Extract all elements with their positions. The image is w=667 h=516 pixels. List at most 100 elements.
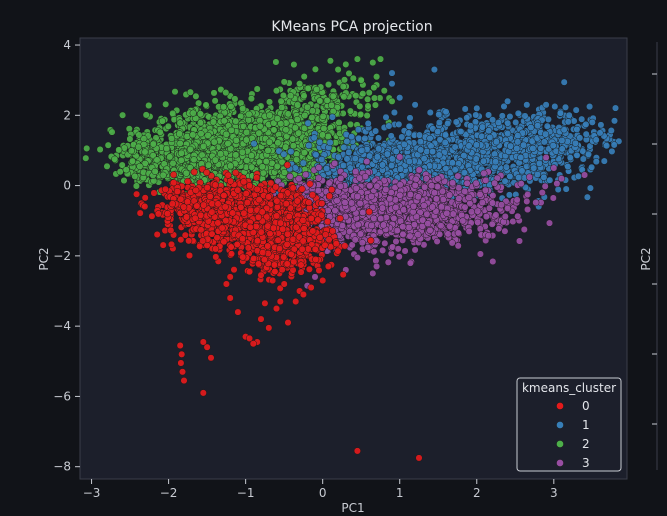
- data-point: [346, 120, 355, 128]
- data-point: [608, 147, 616, 155]
- data-point: [243, 128, 251, 136]
- data-point: [600, 157, 608, 165]
- data-point: [564, 118, 572, 126]
- data-point: [265, 138, 273, 146]
- data-point: [358, 146, 366, 154]
- data-point: [164, 122, 172, 130]
- data-point: [560, 126, 568, 134]
- data-point: [250, 140, 258, 148]
- data-point: [429, 147, 437, 156]
- data-point: [371, 101, 379, 109]
- data-point: [264, 146, 272, 154]
- data-point: [196, 110, 204, 118]
- data-point: [363, 157, 371, 166]
- data-point: [465, 142, 473, 150]
- data-point: [145, 101, 153, 110]
- data-point: [596, 129, 604, 137]
- data-point: [388, 80, 396, 88]
- data-point: [385, 122, 393, 130]
- data-point: [265, 98, 274, 106]
- data-point: [405, 122, 413, 130]
- data-point: [396, 153, 404, 161]
- data-point: [232, 136, 240, 144]
- data-point: [343, 137, 351, 145]
- data-point: [153, 156, 161, 164]
- data-point: [489, 116, 497, 124]
- data-point: [546, 176, 554, 184]
- data-point: [405, 129, 413, 137]
- data-point: [277, 97, 285, 105]
- data-point: [243, 156, 251, 164]
- data-point: [383, 150, 391, 158]
- data-point: [388, 161, 396, 170]
- data-point: [274, 139, 282, 147]
- data-point: [142, 111, 150, 119]
- data-point: [430, 66, 438, 74]
- data-point: [373, 153, 381, 161]
- data-point: [159, 171, 167, 179]
- data-point: [504, 119, 512, 127]
- scatter-points: [82, 55, 623, 462]
- data-point: [247, 95, 255, 103]
- data-point: [266, 111, 274, 119]
- data-point: [354, 126, 362, 134]
- data-point: [461, 105, 469, 113]
- data-point: [310, 134, 318, 142]
- data-point: [304, 119, 312, 127]
- data-point: [472, 111, 480, 119]
- data-point: [457, 128, 465, 136]
- data-point: [387, 132, 395, 140]
- data-point: [245, 110, 253, 118]
- data-point: [463, 114, 471, 122]
- data-point: [556, 109, 565, 117]
- data-point: [476, 250, 484, 258]
- data-point: [394, 245, 402, 253]
- data-point: [202, 101, 210, 109]
- data-point: [502, 163, 510, 171]
- data-point: [357, 110, 365, 118]
- data-point: [399, 230, 407, 238]
- data-point: [232, 117, 240, 125]
- data-point: [543, 122, 551, 130]
- data-point: [169, 109, 177, 117]
- data-point: [342, 60, 350, 68]
- data-point: [451, 143, 459, 151]
- data-point: [372, 127, 380, 135]
- data-point: [326, 57, 334, 65]
- data-point: [415, 166, 423, 174]
- data-point: [186, 145, 194, 153]
- data-point: [534, 122, 542, 130]
- data-point: [486, 133, 494, 142]
- data-point: [554, 185, 562, 194]
- data-point: [335, 118, 343, 127]
- data-point: [365, 89, 373, 97]
- data-point: [517, 153, 525, 162]
- data-point: [420, 155, 428, 163]
- data-point: [582, 130, 590, 138]
- data-point: [135, 131, 143, 139]
- data-point: [126, 135, 134, 143]
- data-point: [323, 165, 331, 173]
- data-point: [597, 121, 605, 129]
- data-point: [527, 124, 535, 132]
- data-point: [227, 102, 235, 110]
- data-point: [141, 148, 149, 156]
- data-point: [284, 110, 292, 118]
- data-point: [329, 107, 337, 115]
- data-point: [434, 128, 442, 136]
- data-point: [116, 168, 124, 176]
- data-point: [132, 182, 140, 190]
- data-point: [586, 103, 594, 111]
- data-point: [324, 81, 333, 89]
- data-point: [318, 131, 327, 139]
- data-point: [345, 69, 353, 77]
- data-point: [571, 139, 580, 147]
- data-point: [323, 96, 331, 104]
- data-point: [239, 105, 247, 113]
- data-point: [498, 112, 506, 120]
- data-point: [564, 163, 572, 171]
- data-point: [533, 170, 542, 179]
- data-point: [319, 112, 327, 120]
- data-point: [373, 73, 381, 81]
- data-point: [584, 150, 593, 158]
